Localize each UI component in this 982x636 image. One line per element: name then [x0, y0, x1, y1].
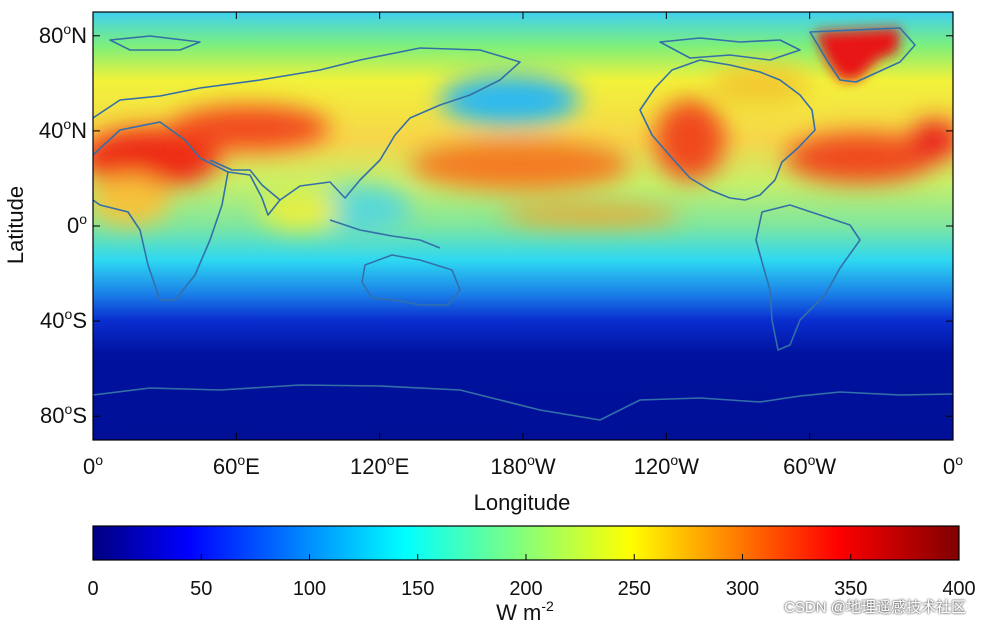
x-tick-hemisphere: E [245, 454, 260, 479]
x-tick-number: 0 [82, 454, 96, 479]
x-tick-label: 60oW [783, 453, 837, 479]
colorbar-tick-label: 50 [190, 578, 213, 600]
y-tick-label: 40oN [38, 117, 87, 143]
y-axis-label: Latitude [3, 185, 28, 265]
y-tick-number: 40 [38, 117, 64, 143]
x-tick-marks [92, 12, 954, 440]
y-tick-number: 80 [38, 22, 64, 48]
colorbar-tick-label: 300 [725, 578, 760, 600]
degree-symbol: o [64, 306, 73, 323]
y-tick-label: 80oN [38, 22, 87, 48]
colorbar-tick-label: 250 [617, 578, 651, 600]
degree-symbol: o [386, 452, 395, 468]
colorbar-label: W m-2 [496, 598, 554, 626]
degree-symbol: o [807, 452, 816, 468]
colorbar-tick-label: 0 [87, 578, 99, 600]
colorbar-label-exponent: -2 [541, 598, 554, 614]
x-axis-label: Longitude [473, 490, 571, 515]
degree-symbol: o [63, 115, 72, 132]
x-tick-label: 180oW [490, 453, 556, 479]
x-tick-label: 0o [82, 453, 103, 479]
y-tick-hemisphere: N [71, 117, 87, 143]
degree-symbol: o [955, 452, 964, 468]
y-tick-label: 0o [66, 212, 87, 238]
y-tick-marks [93, 35, 953, 417]
x-tick-hemisphere: W [678, 454, 699, 479]
x-tick-label: 120oW [633, 453, 699, 479]
x-tick-label: 0o [942, 453, 963, 479]
degree-symbol: o [237, 452, 246, 468]
colorbar-tick-label: 400 [942, 578, 976, 600]
colorbar-tick-label: 100 [292, 578, 327, 600]
y-tick-hemisphere: S [72, 308, 87, 334]
radiation-field [93, 12, 953, 440]
watermark: CSDN @地理遥感技术社区 [784, 599, 966, 616]
degree-symbol: o [79, 211, 87, 227]
colorbar-tick-label: 150 [401, 578, 435, 600]
degree-symbol: o [670, 452, 679, 468]
x-tick-number: 60 [783, 454, 808, 479]
y-tick-number: 40 [40, 308, 65, 334]
y-tick-label: 80oS [40, 402, 87, 429]
x-tick-number: 60 [212, 454, 238, 479]
radiation-hotspots [93, 65, 953, 235]
colorbar-tick-marks [92, 554, 960, 560]
x-tick-hemisphere: E [394, 454, 410, 479]
x-tick-number: 180 [490, 454, 528, 479]
y-tick-hemisphere: N [71, 22, 87, 48]
y-tick-number: 80 [40, 403, 65, 429]
y-tick-number: 0 [66, 213, 80, 238]
y-tick-hemisphere: S [72, 403, 87, 429]
coastlines [93, 27, 953, 421]
x-tick-hemisphere: W [534, 454, 556, 479]
colorbar-tick-label: 200 [509, 578, 543, 600]
x-tick-label: 60oE [212, 453, 260, 479]
degree-symbol: o [63, 20, 72, 37]
y-tick-label: 40oS [40, 307, 87, 334]
colorbar-tick-label: 350 [834, 578, 868, 600]
degree-symbol: o [64, 401, 73, 418]
x-tick-label: 120oE [350, 453, 410, 479]
colorbar-label-base: W m [496, 600, 542, 625]
x-tick-hemisphere: W [815, 454, 837, 479]
degree-symbol: o [95, 452, 104, 468]
x-tick-number: 120 [350, 454, 387, 479]
x-tick-number: 120 [633, 454, 671, 479]
x-tick-number: 0 [942, 454, 956, 479]
degree-symbol: o [527, 452, 535, 468]
